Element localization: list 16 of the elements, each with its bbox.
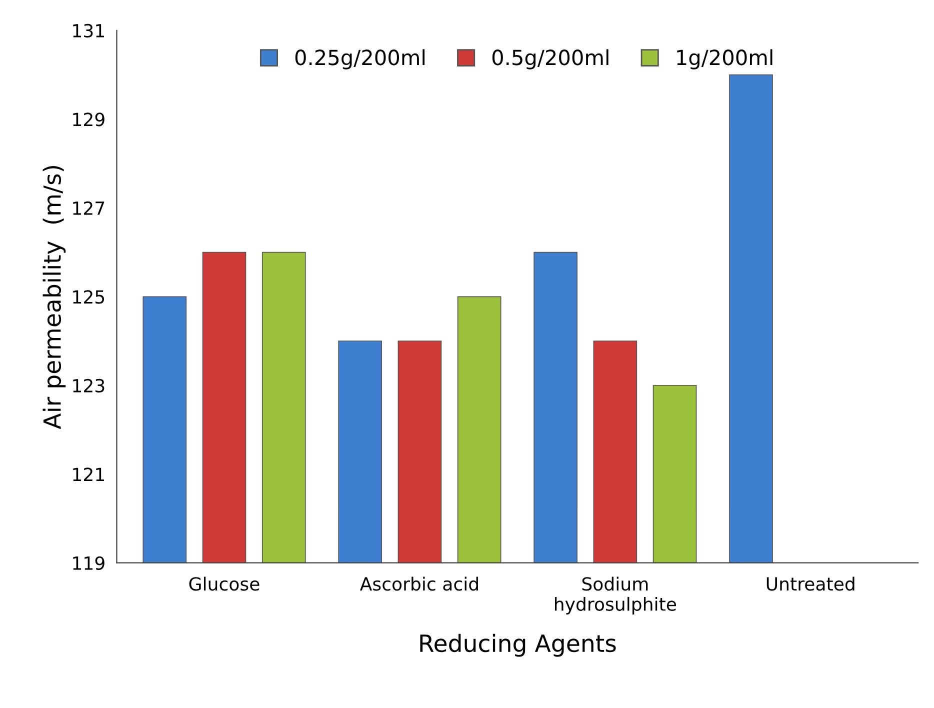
y-tick-label: 131 <box>73 24 104 38</box>
x-tick-label: Sodium hydrosulphite <box>554 576 676 614</box>
y-tick-label: 123 <box>73 378 104 393</box>
x-tick-label: Glucose <box>189 576 260 591</box>
legend-label: 0.5g/200ml <box>492 49 608 70</box>
legend-label: 0.25g/200ml <box>295 49 425 70</box>
y-tick-label: 121 <box>73 468 104 481</box>
y-axis-title: Air permeability (m/s) <box>42 166 66 430</box>
legend-label: 1g/200ml <box>677 49 772 70</box>
x-tick-label: Untreated <box>766 576 854 591</box>
x-tick-label: Ascorbic acid <box>360 576 478 591</box>
y-tick-label: 127 <box>73 201 104 215</box>
y-tick-label: 125 <box>73 290 104 304</box>
x-axis-title: Reducing Agents <box>420 634 616 657</box>
y-tick-label: 129 <box>73 112 104 126</box>
y-tick-label: 119 <box>73 556 104 570</box>
